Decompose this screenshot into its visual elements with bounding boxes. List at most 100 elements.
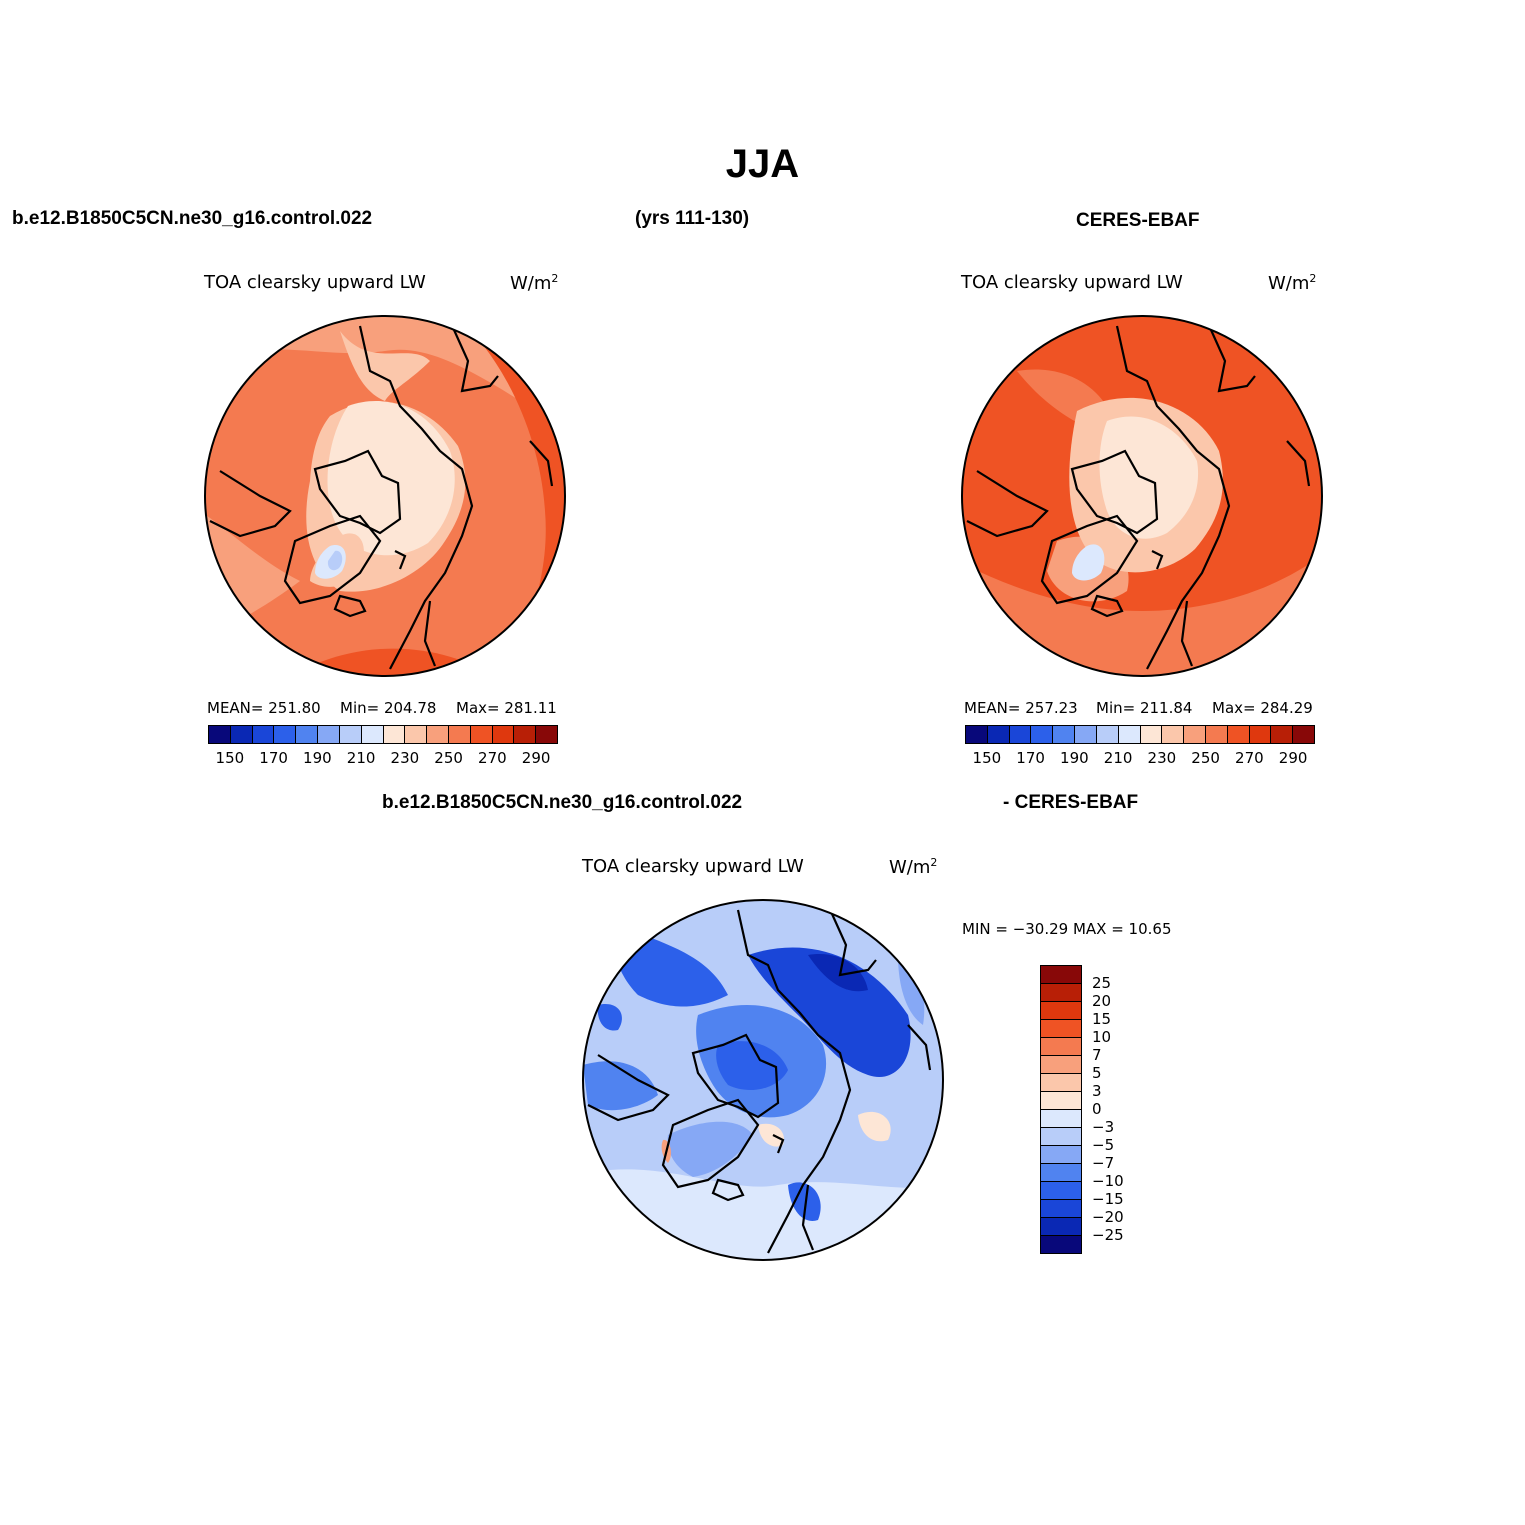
- obs-colorbar-tick-label: 230: [1147, 749, 1177, 767]
- obs-colorbar: 150 170 190 210 230 250 270 290: [965, 725, 1315, 769]
- obs-name-header: CERES-EBAF: [1076, 210, 1200, 231]
- obs-max-stat: Max= 284.29: [1212, 699, 1313, 717]
- years-header: (yrs 111-130): [635, 208, 750, 229]
- model-colorbar-tick-label: 250: [434, 749, 463, 767]
- diff-colorbar-swatch: [1041, 1110, 1081, 1128]
- obs-mean-stat: MEAN= 257.23: [964, 699, 1078, 717]
- diff-colorbar-swatch: [1041, 1092, 1081, 1110]
- model-colorbar-tick-label: 230: [390, 749, 420, 767]
- model-colorbar-swatch: [405, 726, 428, 743]
- diff-colorbar-tick-label: 5: [1092, 1064, 1102, 1082]
- obs-colorbar-tick-label: 210: [1103, 749, 1133, 767]
- obs-colorbar-tick-label: 170: [1016, 749, 1045, 767]
- model-colorbar-swatch: [470, 726, 493, 743]
- figure-title: JJA: [725, 142, 800, 186]
- diff-polar-map: [582, 899, 944, 1261]
- obs-colorbar-swatch: [1118, 726, 1141, 743]
- model-colorbar-swatch: [252, 726, 275, 743]
- obs-panel-units: W/m2: [1268, 272, 1317, 294]
- model-colorbar-tick-label: 290: [521, 749, 551, 767]
- model-max-stat: Max= 281.11: [456, 699, 557, 717]
- diff-colorbar-tick-label: −7: [1092, 1154, 1115, 1172]
- diff-panel-units: W/m2: [889, 856, 938, 878]
- diff-colorbar-tick-label: 25: [1092, 974, 1112, 992]
- model-colorbar-tick-label: 270: [478, 749, 507, 767]
- diff-colorbar-tick-label: 10: [1092, 1028, 1112, 1046]
- model-min-stat: Min= 204.78: [340, 699, 437, 717]
- model-mean-stat: MEAN= 251.80: [207, 699, 321, 717]
- model-colorbar-tick-label: 170: [259, 749, 288, 767]
- model-colorbar-swatch: [536, 726, 557, 743]
- obs-colorbar-swatch: [1271, 726, 1294, 743]
- obs-polar-map: [961, 315, 1323, 677]
- obs-colorbar-swatch: [1140, 726, 1163, 743]
- diff-colorbar-swatch: [1041, 1182, 1081, 1200]
- model-colorbar-swatch: [361, 726, 384, 743]
- obs-colorbar-swatch: [1184, 726, 1206, 743]
- diff-colorbar-tick-label: 0: [1092, 1100, 1102, 1118]
- case-name-header: b.e12.B1850C5CN.ne30_g16.control.022: [12, 208, 373, 229]
- obs-colorbar-swatch: [1205, 726, 1228, 743]
- obs-colorbar-swatch: [966, 726, 988, 743]
- obs-colorbar-swatch: [1096, 726, 1119, 743]
- diff-colorbar-labels: 25 20 15 10 7 5 3 0 −3 −5 −7 −10 −15 −20 −25: [1092, 965, 1152, 1265]
- diff-colorbar-tick-label: −15: [1092, 1190, 1124, 1208]
- diff-colorbar-swatch: [1041, 966, 1081, 984]
- diff-colorbar-tick-label: −5: [1092, 1136, 1115, 1154]
- obs-panel-title: TOA clearsky upward LW: [961, 272, 1183, 293]
- diff-colorbar-swatch: [1041, 1200, 1081, 1218]
- diff-colorbar-swatch: [1041, 1236, 1081, 1253]
- model-colorbar-tick-label: 190: [303, 749, 332, 767]
- model-colorbar-swatch: [209, 726, 231, 743]
- diff-minmax-stat: MIN = −30.29 MAX = 10.65: [962, 920, 1172, 938]
- model-colorbar-swatch: [339, 726, 362, 743]
- model-colorbar-swatch: [448, 726, 471, 743]
- diff-colorbar-swatch: [1041, 984, 1081, 1002]
- diff-colorbar-tick-label: 20: [1092, 992, 1112, 1010]
- diff-panel-title: TOA clearsky upward LW: [582, 856, 804, 877]
- diff-case-header: b.e12.B1850C5CN.ne30_g16.control.022: [382, 792, 743, 813]
- model-colorbar-swatch: [383, 726, 406, 743]
- obs-colorbar-tick-label: 250: [1191, 749, 1220, 767]
- obs-colorbar-swatch: [1249, 726, 1272, 743]
- obs-colorbar-swatch: [1227, 726, 1250, 743]
- model-colorbar: 150 170 190 210 230 250 270 290: [208, 725, 558, 769]
- diff-colorbar-swatch: [1041, 1074, 1081, 1092]
- obs-colorbar-swatch: [1075, 726, 1097, 743]
- diff-colorbar-tick-label: 7: [1092, 1046, 1102, 1064]
- obs-colorbar-swatch: [1293, 726, 1314, 743]
- diff-colorbar-swatch: [1041, 1164, 1081, 1182]
- model-colorbar-swatch: [514, 726, 537, 743]
- obs-colorbar-swatch: [1053, 726, 1076, 743]
- obs-colorbar-tick-label: 150: [972, 749, 1002, 767]
- diff-colorbar-tick-label: 15: [1092, 1010, 1112, 1028]
- diff-colorbar-swatch: [1041, 1128, 1081, 1146]
- obs-colorbar-tick-label: 290: [1278, 749, 1308, 767]
- model-colorbar-tick-label: 150: [215, 749, 245, 767]
- obs-colorbar-swatch: [1162, 726, 1185, 743]
- model-colorbar-swatch: [230, 726, 253, 743]
- model-colorbar-swatch: [296, 726, 319, 743]
- diff-colorbar-swatch: [1041, 1002, 1081, 1020]
- obs-colorbar-tick-label: 190: [1060, 749, 1089, 767]
- model-colorbar-tick-label: 210: [346, 749, 376, 767]
- model-panel-units: W/m2: [510, 272, 559, 294]
- diff-obs-header: - CERES-EBAF: [1003, 792, 1139, 813]
- diff-colorbar-swatch: [1041, 1038, 1081, 1056]
- obs-min-stat: Min= 211.84: [1096, 699, 1193, 717]
- model-panel-title: TOA clearsky upward LW: [204, 272, 426, 293]
- diff-colorbar-tick-label: −10: [1092, 1172, 1124, 1190]
- diff-colorbar-swatch: [1041, 1146, 1081, 1164]
- model-colorbar-swatch: [274, 726, 297, 743]
- obs-colorbar-tick-label: 270: [1235, 749, 1264, 767]
- model-colorbar-swatch: [427, 726, 449, 743]
- obs-colorbar-swatch: [1009, 726, 1032, 743]
- model-polar-map: [204, 315, 566, 677]
- diff-colorbar-tick-label: −25: [1092, 1226, 1124, 1244]
- diff-colorbar-swatch: [1041, 1056, 1081, 1074]
- diff-colorbar-tick-label: 3: [1092, 1082, 1102, 1100]
- model-colorbar-swatch: [492, 726, 515, 743]
- obs-colorbar-swatch: [987, 726, 1010, 743]
- diff-colorbar-tick-label: −20: [1092, 1208, 1124, 1226]
- obs-colorbar-swatch: [1031, 726, 1054, 743]
